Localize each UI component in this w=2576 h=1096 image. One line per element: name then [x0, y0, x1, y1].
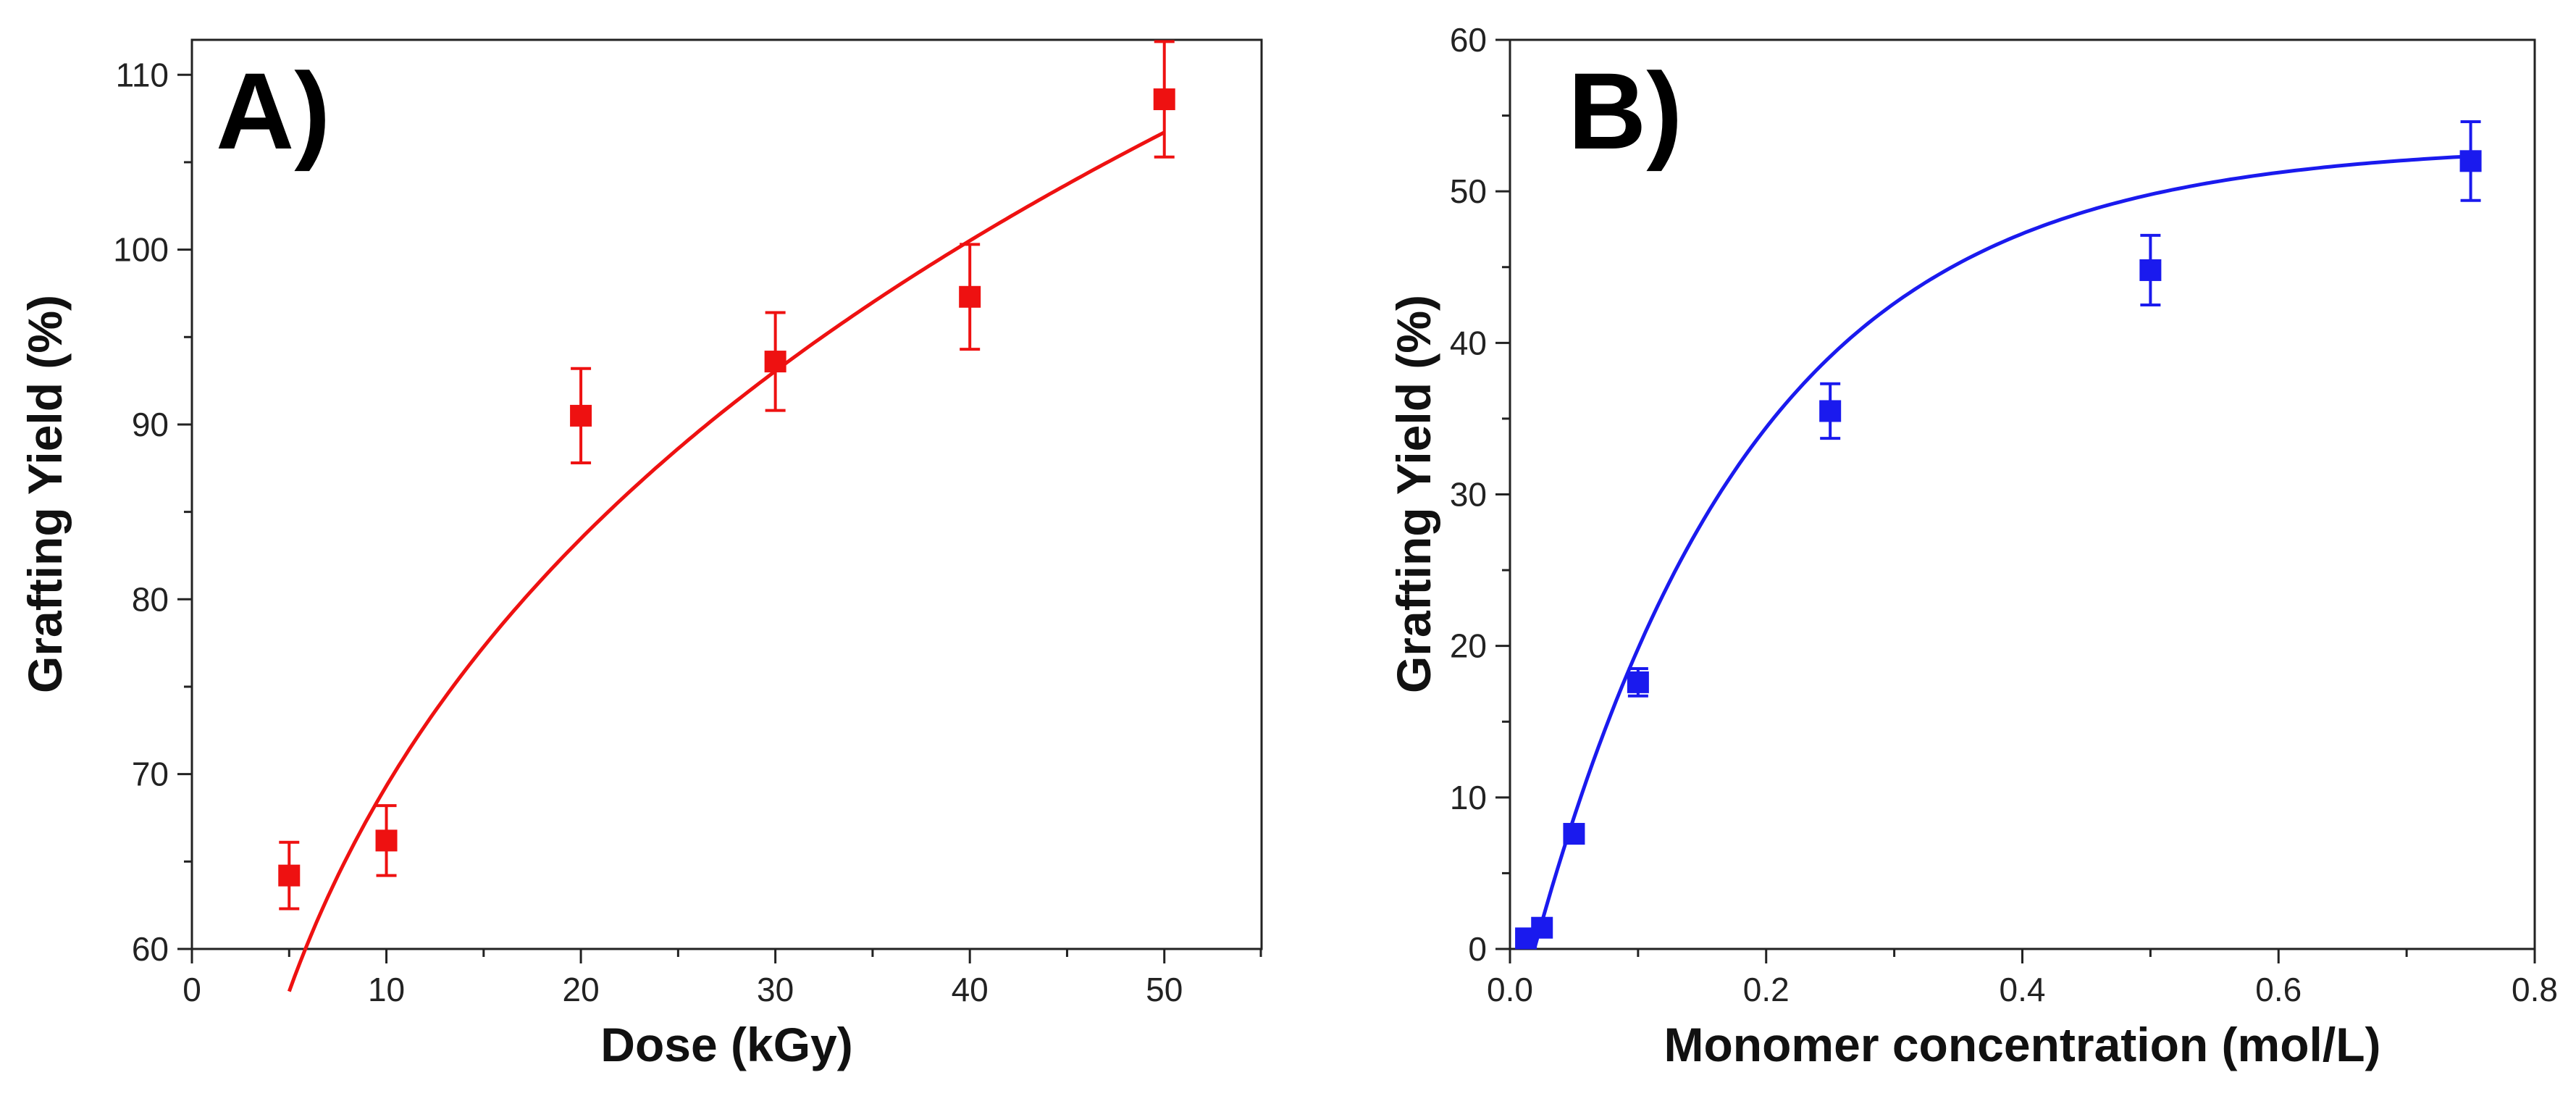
panel-b-x-tick-label: 0.4 — [2000, 971, 2046, 1008]
panel-b-x-tick-label: 0.8 — [2512, 971, 2558, 1008]
panel-b-x-tick-label: 0.6 — [2255, 971, 2302, 1008]
panel-a-data-point — [278, 864, 301, 887]
panel-b-data-point — [2139, 259, 2162, 281]
panel-b-data-point — [1563, 823, 1585, 845]
panel-a-dose-chart: A) Dose (kGy) Grafting Yield (%) 0 10 20 30… — [18, 38, 1263, 1071]
panel-a-x-tick-label: 20 — [563, 971, 600, 1008]
panel-b-y-tick-label: 30 — [1450, 476, 1487, 514]
panel-b-fit-curve — [1532, 154, 2471, 950]
panel-a-fit-curve — [287, 130, 1165, 992]
panel-a-y-tick-label: 90 — [132, 406, 169, 443]
panel-a-x-tick-label: 0 — [182, 971, 201, 1008]
panel-b-y-axis-title: Grafting Yield (%) — [1387, 295, 1440, 693]
panel-b-y-tick-label: 40 — [1450, 324, 1487, 361]
panel-b-x-tick-label: 0.2 — [1743, 971, 1790, 1008]
panel-b-y-tick-label: 20 — [1450, 627, 1487, 665]
panel-a-y-tick-label: 100 — [113, 231, 169, 269]
panel-b-y-tick-label: 0 — [1468, 930, 1487, 968]
panel-b-data-point — [1531, 916, 1553, 939]
panel-b-y-tick-label: 50 — [1450, 172, 1487, 210]
panel-b-plot-frame — [1509, 38, 2536, 950]
panel-a-data-point — [1153, 88, 1175, 111]
panel-a-x-axis-title: Dose (kGy) — [600, 1018, 852, 1071]
panel-a-data-point — [375, 829, 398, 852]
panel-a-y-tick-label: 60 — [132, 930, 169, 968]
panel-a-y-tick-label: 80 — [132, 580, 169, 618]
panel-a-data-point — [570, 404, 592, 427]
panel-b-x-tick-label: 0.0 — [1487, 971, 1533, 1008]
panel-a-y-axis-title: Grafting Yield (%) — [18, 295, 72, 693]
panel-b-x-axis-title: Monomer concentration (mol/L) — [1664, 1018, 2381, 1071]
panel-b-data-point — [1627, 671, 1649, 693]
panel-b-label: B) — [1568, 50, 1682, 172]
panel-b-monomer-chart: B) Monomer concentration (mol/L) Graftin… — [1387, 21, 2558, 1071]
panel-a-plot-frame — [190, 38, 1263, 950]
panel-a-x-tick-label: 10 — [368, 971, 405, 1008]
panel-b-y-tick-label: 60 — [1450, 21, 1487, 59]
panel-a-y-tick-label: 110 — [116, 56, 169, 93]
panel-a-label: A) — [216, 50, 330, 172]
panel-b-y-tick-label: 10 — [1450, 779, 1487, 816]
panel-a-data-point — [959, 285, 981, 308]
panel-b-data-point — [2459, 150, 2482, 172]
panel-a-x-tick-label: 50 — [1146, 971, 1183, 1008]
panel-a-data-point — [764, 351, 786, 373]
panel-a-x-tick-label: 40 — [952, 971, 989, 1008]
panel-a-x-tick-label: 30 — [757, 971, 794, 1008]
panel-a-y-tick-label: 70 — [132, 756, 169, 793]
panel-b-data-point — [1819, 400, 1842, 422]
